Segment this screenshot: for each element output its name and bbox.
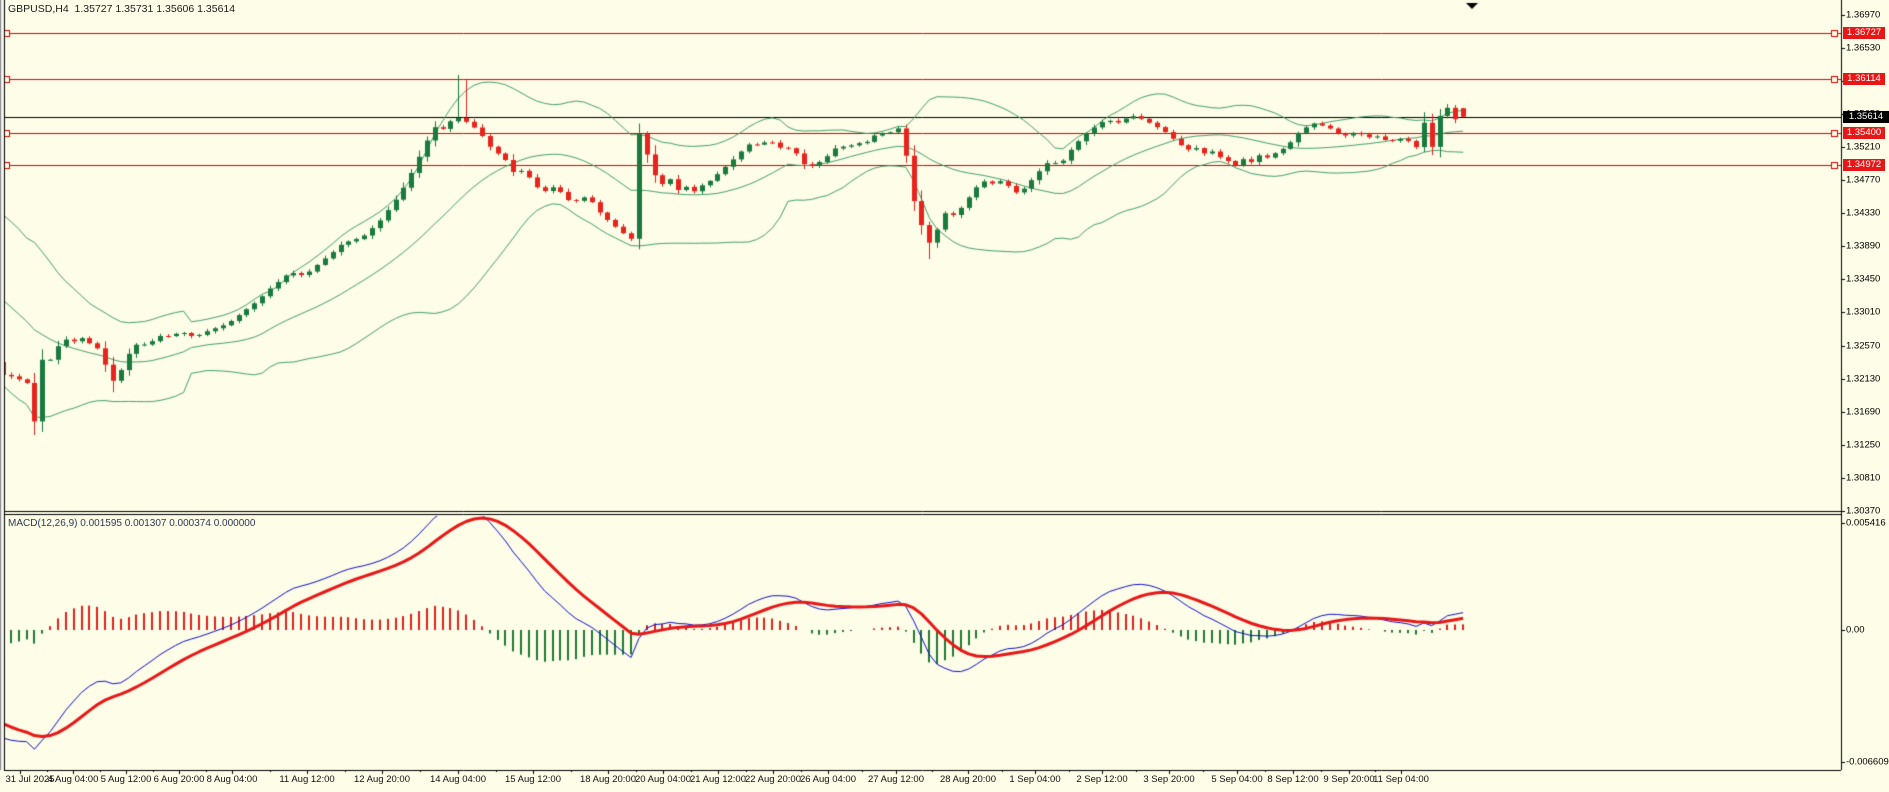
- price-tick-label: 1.35210: [1846, 141, 1881, 153]
- date-tick-label: 8 Sep 12:00: [1267, 774, 1319, 785]
- date-tick-label: 8 Aug 04:00: [206, 774, 258, 785]
- price-tick-label: 1.32570: [1846, 340, 1881, 352]
- price-tick-label: 1.34770: [1846, 174, 1881, 186]
- price-tick-label: 1.30810: [1846, 472, 1881, 484]
- date-tick-label: 26 Aug 04:00: [800, 774, 856, 785]
- date-tick-label: 3 Sep 20:00: [1143, 774, 1195, 785]
- price-tick-label: 1.34330: [1846, 207, 1881, 219]
- date-tick-label: 14 Aug 04:00: [430, 774, 486, 785]
- hline-price-label: 1.34972: [1843, 158, 1885, 171]
- macd-tick-label: -0.006609: [1846, 756, 1889, 768]
- symbol-title: GBPUSD,H4 1.35727 1.35731 1.35606 1.3561…: [8, 3, 236, 15]
- date-tick-label: 27 Aug 12:00: [868, 774, 924, 785]
- price-tick-label: 1.36970: [1846, 9, 1881, 21]
- macd-tick-label: 0.00: [1846, 624, 1865, 636]
- macd-tick-label: 0.005416: [1846, 517, 1886, 529]
- macd-indicator-label: MACD(12,26,9) 0.001595 0.001307 0.000374…: [8, 518, 256, 529]
- date-tick-label: 1 Sep 04:00: [1009, 774, 1061, 785]
- price-tick-label: 1.31690: [1846, 406, 1881, 418]
- price-tick-label: 1.32130: [1846, 373, 1881, 385]
- price-tick-label: 1.30370: [1846, 505, 1881, 517]
- hline-price-label: 1.36114: [1843, 73, 1885, 86]
- date-tick-label: 31 Jul 2025: [5, 774, 55, 785]
- date-tick-label: 5 Sep 04:00: [1211, 774, 1263, 785]
- date-tick-label: 11 Aug 12:00: [279, 774, 335, 785]
- date-tick-label: 15 Aug 12:00: [505, 774, 561, 785]
- date-tick-label: 4 Aug 04:00: [47, 774, 99, 785]
- hline-price-label: 1.36727: [1843, 27, 1885, 39]
- date-tick-label: 11 Sep 04:00: [1373, 774, 1429, 785]
- date-tick-label: 6 Aug 20:00: [153, 774, 205, 785]
- date-tick-label: 21 Aug 12:00: [690, 774, 746, 785]
- date-tick-label: 12 Aug 20:00: [354, 774, 410, 785]
- price-tick-label: 1.33890: [1846, 240, 1881, 252]
- price-tick-label: 1.31250: [1846, 439, 1881, 451]
- hline-price-label: 1.35400: [1843, 126, 1885, 139]
- price-tick-label: 1.33450: [1846, 273, 1881, 285]
- date-tick-label: 20 Aug 04:00: [635, 774, 691, 785]
- date-tick-label: 18 Aug 20:00: [580, 774, 636, 785]
- date-tick-label: 2 Sep 12:00: [1076, 774, 1128, 785]
- current-price-label: 1.35614: [1843, 110, 1889, 123]
- price-tick-label: 1.36530: [1846, 42, 1881, 54]
- date-tick-label: 22 Aug 20:00: [745, 774, 801, 785]
- date-tick-label: 5 Aug 12:00: [100, 774, 152, 785]
- date-tick-label: 9 Sep 20:00: [1323, 774, 1375, 785]
- date-tick-label: 28 Aug 20:00: [940, 774, 996, 785]
- price-tick-label: 1.33010: [1846, 306, 1881, 318]
